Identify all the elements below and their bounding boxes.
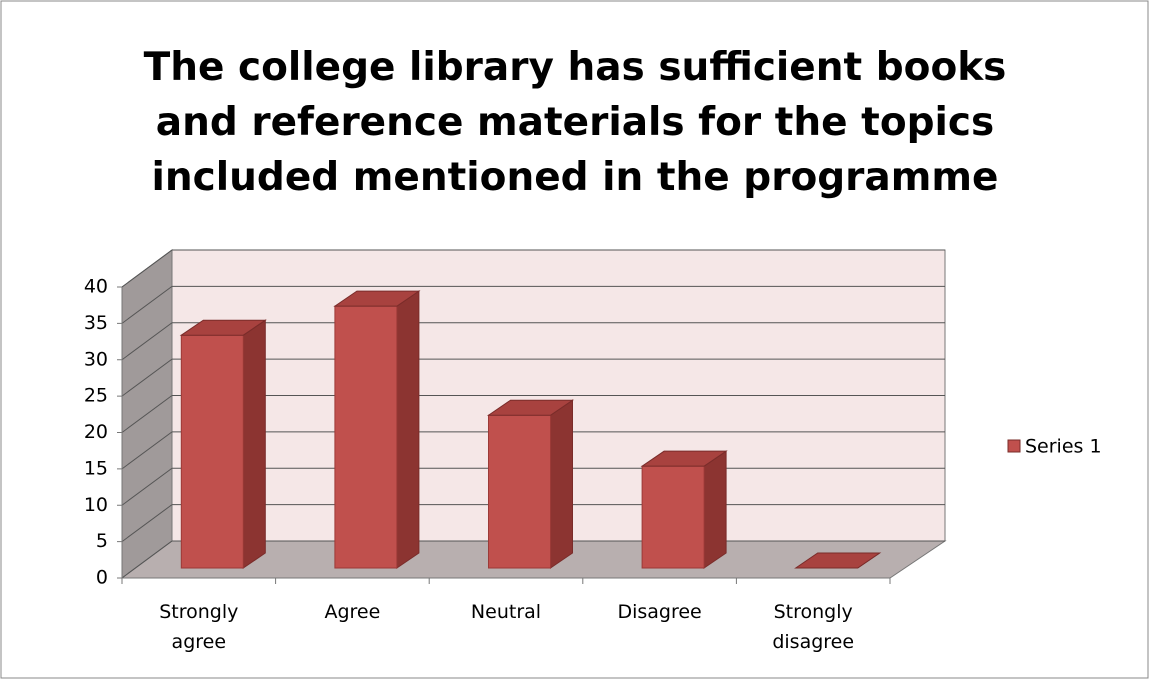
bar [334, 305, 398, 569]
side-grid-line [121, 467, 173, 506]
bar-side [242, 319, 266, 569]
bar-top [640, 450, 728, 467]
bar-top [179, 319, 267, 336]
chart-title: The college library has sufficient books… [143, 45, 1007, 200]
side-grid-line [121, 395, 173, 433]
bar-top [794, 552, 882, 569]
x-tick-label: Agree [324, 601, 381, 623]
legend-swatch [1007, 439, 1021, 453]
y-tick-label: 20 [84, 421, 108, 443]
y-tick-label: 15 [84, 457, 108, 479]
x-tick-label: Strongly agree [159, 601, 239, 653]
y-tick-label: 30 [84, 348, 108, 370]
side-grid-line [121, 249, 173, 288]
bar [641, 465, 705, 569]
y-tick-label: 10 [84, 494, 108, 516]
y-tick-label: 25 [84, 385, 108, 407]
y-tick-label: 35 [84, 312, 108, 334]
bar-side [396, 290, 420, 569]
side-grid-line [121, 322, 173, 361]
y-tick-label: 40 [84, 276, 108, 298]
y-tick-label: 5 [96, 530, 108, 552]
x-tick-label: Disagree [617, 601, 702, 623]
legend-label: Series 1 [1025, 436, 1102, 458]
bar [488, 414, 551, 569]
x-tick-label: Neutral [470, 601, 542, 623]
side-grid-line [121, 431, 173, 470]
side-grid-line [121, 540, 173, 579]
side-grid-line [121, 285, 173, 324]
side-grid-line [121, 504, 173, 543]
bar-top [486, 399, 575, 416]
side-grid-line [121, 358, 173, 397]
bar-side [703, 450, 727, 569]
x-tick-label: Strongly disagree [772, 601, 855, 653]
bar-top [333, 290, 421, 307]
y-tick-label: 0 [96, 567, 108, 589]
bar-side [550, 399, 573, 569]
bar [180, 334, 244, 569]
